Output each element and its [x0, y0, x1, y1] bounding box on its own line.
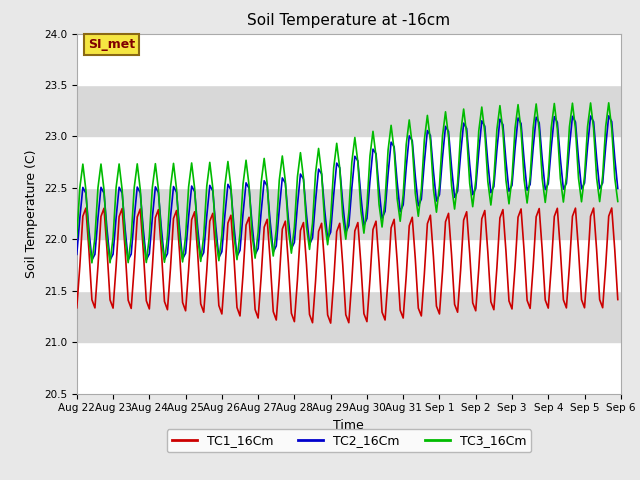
TC3_16Cm: [88, 260, 96, 266]
Bar: [77, 34, 621, 85]
TC1_16Cm: [73, 305, 81, 311]
TC1_16Cm: [599, 305, 607, 311]
TC2_16Cm: [614, 186, 621, 192]
Y-axis label: Soil Temperature (C): Soil Temperature (C): [25, 149, 38, 278]
Bar: [77, 85, 621, 136]
Text: SI_met: SI_met: [88, 38, 135, 51]
TC2_16Cm: [557, 156, 564, 161]
TC3_16Cm: [282, 178, 289, 184]
TC1_16Cm: [614, 297, 621, 302]
TC3_16Cm: [605, 100, 612, 106]
TC1_16Cm: [185, 266, 193, 272]
X-axis label: Time: Time: [333, 419, 364, 432]
TC1_16Cm: [557, 247, 564, 253]
Bar: [77, 188, 621, 240]
TC3_16Cm: [82, 187, 90, 192]
TC2_16Cm: [599, 180, 607, 186]
TC2_16Cm: [282, 180, 289, 186]
Title: Soil Temperature at -16cm: Soil Temperature at -16cm: [247, 13, 451, 28]
TC3_16Cm: [188, 160, 195, 166]
TC1_16Cm: [278, 226, 286, 232]
TC2_16Cm: [140, 226, 147, 232]
TC2_16Cm: [188, 183, 195, 189]
TC3_16Cm: [73, 234, 81, 240]
TC1_16Cm: [136, 206, 144, 212]
TC2_16Cm: [73, 252, 81, 257]
Bar: [77, 136, 621, 188]
Line: TC3_16Cm: TC3_16Cm: [77, 103, 618, 263]
TC3_16Cm: [557, 176, 564, 181]
Legend: TC1_16Cm, TC2_16Cm, TC3_16Cm: TC1_16Cm, TC2_16Cm, TC3_16Cm: [166, 429, 531, 452]
Bar: [77, 342, 621, 394]
TC1_16Cm: [82, 205, 90, 211]
Bar: [77, 240, 621, 291]
TC1_16Cm: [327, 320, 335, 326]
TC2_16Cm: [82, 190, 90, 196]
Line: TC2_16Cm: TC2_16Cm: [77, 116, 618, 260]
TC1_16Cm: [608, 205, 616, 211]
TC2_16Cm: [88, 257, 96, 263]
Line: TC1_16Cm: TC1_16Cm: [77, 208, 618, 323]
Bar: [77, 291, 621, 342]
TC3_16Cm: [599, 173, 607, 179]
TC2_16Cm: [605, 113, 612, 119]
TC3_16Cm: [140, 236, 147, 242]
TC3_16Cm: [614, 199, 621, 204]
